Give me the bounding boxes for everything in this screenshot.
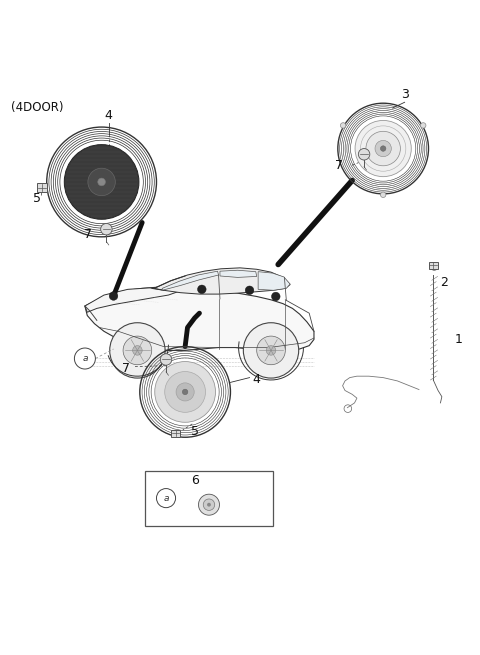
Circle shape xyxy=(355,121,411,177)
Polygon shape xyxy=(85,287,314,350)
Text: 6: 6 xyxy=(191,474,199,487)
Circle shape xyxy=(98,178,106,186)
Circle shape xyxy=(109,291,118,300)
Text: 7: 7 xyxy=(122,362,130,375)
Circle shape xyxy=(176,383,194,401)
Circle shape xyxy=(155,362,216,422)
Circle shape xyxy=(156,489,176,508)
Text: a: a xyxy=(82,354,88,363)
Circle shape xyxy=(74,348,96,369)
Text: 2: 2 xyxy=(441,276,448,289)
Text: 4: 4 xyxy=(252,373,260,386)
Circle shape xyxy=(160,354,172,365)
Circle shape xyxy=(420,122,426,128)
Circle shape xyxy=(198,285,206,293)
Circle shape xyxy=(165,371,205,413)
Circle shape xyxy=(132,346,142,355)
Text: 7: 7 xyxy=(335,159,343,172)
Circle shape xyxy=(199,494,219,515)
Circle shape xyxy=(101,223,112,235)
Polygon shape xyxy=(220,271,257,277)
Text: 7: 7 xyxy=(84,228,92,241)
Polygon shape xyxy=(152,268,290,294)
Polygon shape xyxy=(85,288,178,312)
Circle shape xyxy=(182,389,188,395)
Circle shape xyxy=(207,503,211,506)
Text: 4: 4 xyxy=(105,109,113,122)
Circle shape xyxy=(381,192,386,198)
Circle shape xyxy=(245,286,254,295)
Circle shape xyxy=(266,346,276,355)
Text: 1: 1 xyxy=(455,333,463,346)
Circle shape xyxy=(381,146,386,151)
Circle shape xyxy=(375,140,391,157)
Text: 3: 3 xyxy=(401,88,408,101)
Bar xyxy=(429,261,438,269)
Circle shape xyxy=(88,168,115,196)
Bar xyxy=(171,430,180,438)
Text: (4DOOR): (4DOOR) xyxy=(11,101,63,114)
Circle shape xyxy=(359,149,370,160)
Circle shape xyxy=(257,336,285,365)
Circle shape xyxy=(110,323,165,378)
Bar xyxy=(144,471,274,525)
Text: 5: 5 xyxy=(191,425,199,438)
Polygon shape xyxy=(162,271,218,290)
Circle shape xyxy=(64,145,139,219)
Circle shape xyxy=(243,323,299,378)
Bar xyxy=(37,183,47,192)
Circle shape xyxy=(272,292,280,301)
Text: a: a xyxy=(163,494,169,502)
Polygon shape xyxy=(258,272,290,290)
Text: 5: 5 xyxy=(33,192,41,205)
Circle shape xyxy=(366,131,400,166)
Circle shape xyxy=(123,336,152,365)
Circle shape xyxy=(340,122,346,128)
Circle shape xyxy=(203,499,215,510)
